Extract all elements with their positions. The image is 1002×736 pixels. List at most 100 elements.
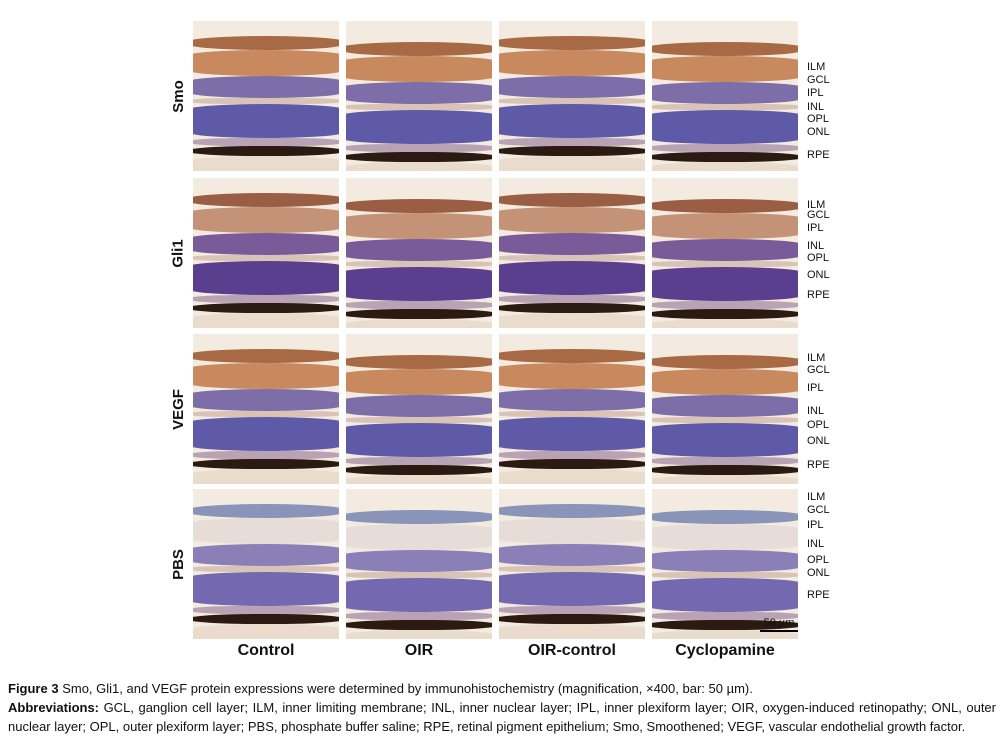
micrograph-panel <box>193 489 339 639</box>
retina-layer <box>499 193 645 207</box>
retina-layer <box>652 457 798 465</box>
retina-layer <box>652 395 798 417</box>
retina-layer <box>499 363 645 389</box>
retina-layer <box>193 76 339 98</box>
retina-layer <box>652 199 798 213</box>
retina-layer <box>499 451 645 459</box>
retina-layer <box>652 301 798 309</box>
layer-label: INL <box>807 240 825 252</box>
figure-caption: Figure 3 Smo, Gli1, and VEGF protein exp… <box>8 679 996 736</box>
retina-layer <box>346 152 492 162</box>
micrograph-panel <box>652 334 798 484</box>
layer-label: RPE <box>807 149 830 161</box>
retina-layer <box>652 630 798 639</box>
retina-layer <box>652 572 798 578</box>
retina-layer <box>499 21 645 36</box>
retina-layer <box>499 233 645 255</box>
micrograph-panel <box>499 178 645 328</box>
caption-text: Smo, Gli1, and VEGF protein expressions … <box>58 681 753 696</box>
retina-layer <box>346 239 492 261</box>
layer-label: ONL <box>807 567 830 579</box>
retina-layer <box>499 295 645 303</box>
retina-layer <box>193 614 339 624</box>
retina-layer <box>346 162 492 171</box>
micrograph-panel <box>652 489 798 639</box>
retina-layer <box>652 144 798 152</box>
retina-layer <box>193 566 339 572</box>
retina-layer <box>652 620 798 630</box>
layer-labels-row-gli1: ILM GCL IPL INL OPL ONL RPE <box>807 178 867 328</box>
retina-layer <box>193 544 339 566</box>
retina-layer <box>499 389 645 411</box>
retina-layer <box>652 612 798 620</box>
retina-layer <box>346 261 492 267</box>
retina-layer <box>499 50 645 76</box>
retina-layer <box>346 457 492 465</box>
micrograph-panel <box>193 178 339 328</box>
retina-layer <box>652 82 798 104</box>
retina-layer <box>193 193 339 207</box>
micrograph-panel <box>346 489 492 639</box>
retina-layer <box>652 417 798 423</box>
retina-layer <box>499 544 645 566</box>
retina-layer <box>346 510 492 524</box>
retina-layer <box>499 334 645 349</box>
retina-layer <box>193 98 339 104</box>
retina-layer <box>346 82 492 104</box>
layer-label: ONL <box>807 269 830 281</box>
retina-layer <box>346 395 492 417</box>
layer-labels-row-vegf: ILM GCL IPL INL OPL ONL RPE <box>807 334 867 484</box>
retina-layer <box>193 36 339 50</box>
retina-layer <box>193 489 339 504</box>
retina-layer <box>652 152 798 162</box>
retina-layer <box>346 267 492 301</box>
retina-layer <box>499 459 645 469</box>
layer-label: ONL <box>807 435 830 447</box>
retina-layer <box>499 624 645 639</box>
layer-label: ILM <box>807 61 826 73</box>
retina-layer <box>193 21 339 36</box>
layer-label: INL <box>807 538 825 550</box>
retina-layer <box>346 465 492 475</box>
retina-layer <box>193 389 339 411</box>
retina-layer <box>652 309 798 319</box>
layer-label: ILM <box>807 491 826 503</box>
row-label-smo: Smo <box>169 79 187 113</box>
column-label-control: Control <box>237 642 295 659</box>
retina-layer <box>652 475 798 484</box>
retina-layer <box>652 489 798 510</box>
retina-layer <box>346 524 492 550</box>
layer-label: ILM <box>807 199 826 211</box>
retina-layer <box>193 459 339 469</box>
retina-layer <box>499 98 645 104</box>
micrograph-panel <box>193 334 339 484</box>
retina-layer <box>193 334 339 349</box>
retina-layer <box>499 138 645 146</box>
layer-label: OPL <box>807 252 830 264</box>
retina-layer <box>652 524 798 550</box>
layer-label: RPE <box>807 289 830 301</box>
layer-label: OPL <box>807 554 830 566</box>
retina-layer <box>193 313 339 328</box>
retina-layer <box>346 578 492 612</box>
retina-layer <box>346 417 492 423</box>
retina-layer <box>346 423 492 457</box>
abbreviations-text: GCL, ganglion cell layer; ILM, inner lim… <box>8 700 996 734</box>
retina-layer <box>193 606 339 614</box>
micrograph-panel <box>499 334 645 484</box>
retina-layer <box>346 550 492 572</box>
retina-layer <box>652 334 798 355</box>
micrograph-panel <box>499 489 645 639</box>
retina-layer <box>499 489 645 504</box>
retina-layer <box>652 104 798 110</box>
retina-layer <box>652 355 798 369</box>
micrograph-panel <box>652 178 798 328</box>
layer-label: GCL <box>807 504 830 516</box>
retina-layer <box>652 261 798 267</box>
micrograph-panel <box>346 334 492 484</box>
retina-layer <box>652 21 798 42</box>
retina-layer <box>652 369 798 395</box>
retina-layer <box>346 620 492 630</box>
retina-layer <box>193 104 339 138</box>
row-label-vegf: VEGF <box>169 388 187 430</box>
